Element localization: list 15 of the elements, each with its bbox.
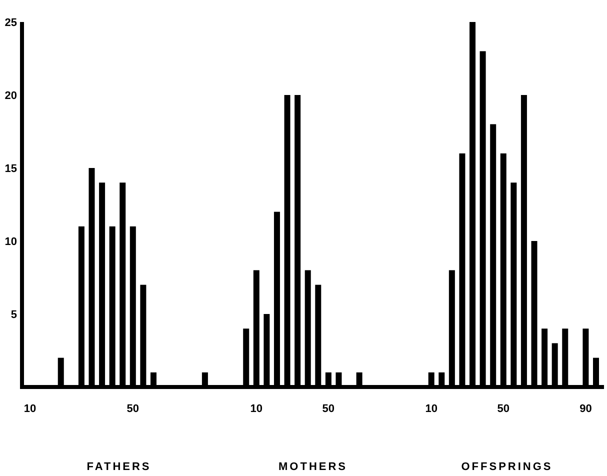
text: FATHERS [86, 461, 152, 473]
x-tick-label: 10 [24, 403, 36, 415]
x-tick-label: 90 [580, 403, 592, 415]
text: MOTHERS [278, 461, 348, 473]
y-tick-label: 25 [4, 16, 17, 29]
y-tick-label: 5 [10, 308, 17, 321]
x-tick-label: 10 [425, 403, 438, 415]
y-tick-label: 20 [4, 90, 17, 102]
x-tick-label: 10 [250, 403, 263, 415]
y-tick-label: 10 [4, 236, 17, 248]
x-tick-label: 50 [126, 403, 140, 415]
text: OFFSPRINGS [461, 461, 553, 473]
x-tick-label: 50 [322, 403, 335, 415]
x-tick-label: 50 [497, 403, 510, 415]
y-tick-label: 15 [4, 162, 17, 175]
